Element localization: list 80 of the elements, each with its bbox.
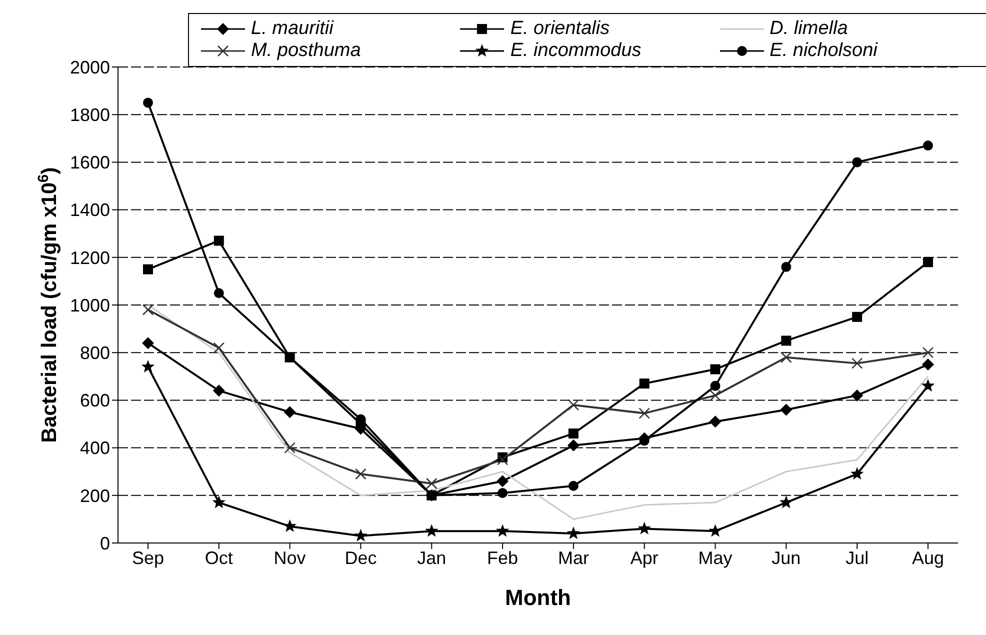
y-tick-label: 400	[80, 438, 110, 458]
y-tick-label: 2000	[70, 57, 110, 78]
point	[710, 380, 720, 391]
point	[781, 336, 792, 346]
x-tick-label: Jan	[417, 548, 446, 568]
point	[426, 478, 438, 490]
point	[710, 364, 720, 374]
point	[355, 468, 366, 480]
point	[284, 442, 296, 454]
point	[496, 524, 510, 537]
line-series	[147, 304, 929, 520]
x-tick-label: Nov	[274, 548, 306, 568]
point	[143, 264, 153, 274]
y-tick-label: 1800	[70, 104, 110, 125]
y-tick-label: 1200	[70, 248, 110, 268]
point	[780, 352, 792, 364]
point	[567, 439, 580, 452]
point	[851, 358, 863, 369]
point	[568, 428, 578, 439]
point	[212, 496, 226, 508]
point	[142, 337, 154, 350]
point	[923, 140, 933, 151]
legend-label: M. posthuma	[251, 40, 361, 62]
point	[852, 157, 862, 168]
point	[142, 304, 154, 316]
x-tick-label: Sep	[132, 548, 164, 568]
point	[213, 342, 225, 354]
y-tick-label: 1000	[70, 295, 110, 316]
point	[354, 528, 368, 542]
point	[498, 488, 508, 498]
point	[710, 390, 721, 402]
y-tick-label: 600	[80, 390, 110, 411]
point	[852, 312, 862, 322]
x-tick-label: Jun	[772, 548, 801, 568]
point	[708, 524, 722, 537]
point	[638, 408, 650, 419]
point	[284, 406, 296, 418]
point	[141, 360, 155, 373]
x-tick-label: Dec	[344, 548, 377, 568]
point	[143, 98, 153, 108]
legend-label: D. limella	[770, 18, 848, 40]
point	[214, 288, 224, 298]
point	[214, 236, 224, 246]
x-tick-label: Mar	[558, 548, 589, 568]
legend-label: E. orientalis	[510, 18, 610, 40]
point	[638, 522, 652, 534]
point	[639, 378, 650, 389]
point	[921, 378, 935, 392]
x-tick-label: Feb	[487, 548, 518, 568]
point	[851, 389, 864, 402]
x-tick-label: Aug	[912, 548, 944, 568]
y-tick-label: 200	[80, 486, 110, 506]
y-tick-label: 0	[100, 533, 110, 554]
point	[922, 358, 934, 370]
point	[566, 526, 580, 540]
point	[922, 346, 934, 358]
point	[568, 399, 580, 411]
x-tick-label: May	[698, 548, 732, 568]
y-tick-label: 800	[80, 342, 110, 363]
point	[709, 416, 722, 428]
point	[496, 454, 508, 466]
point	[780, 496, 793, 508]
x-tick-label: Apr	[630, 548, 658, 568]
point	[780, 404, 792, 416]
legend-label: E. nicholsoni	[770, 40, 878, 62]
x-tick-label: Jul	[846, 548, 869, 568]
point	[424, 524, 438, 537]
x-tick-label: Oct	[204, 548, 233, 568]
legend-label: E. incommodus	[510, 40, 642, 62]
point	[781, 262, 792, 272]
point	[283, 519, 296, 532]
point	[850, 466, 864, 480]
y-tick-label: 1400	[70, 200, 110, 220]
legend-label: L. mauritii	[251, 18, 334, 40]
x-axis-title: Month	[505, 585, 571, 610]
point	[212, 384, 225, 397]
point	[496, 475, 509, 488]
point	[923, 257, 933, 268]
y-tick-label: 1600	[70, 152, 110, 173]
point	[568, 480, 578, 491]
